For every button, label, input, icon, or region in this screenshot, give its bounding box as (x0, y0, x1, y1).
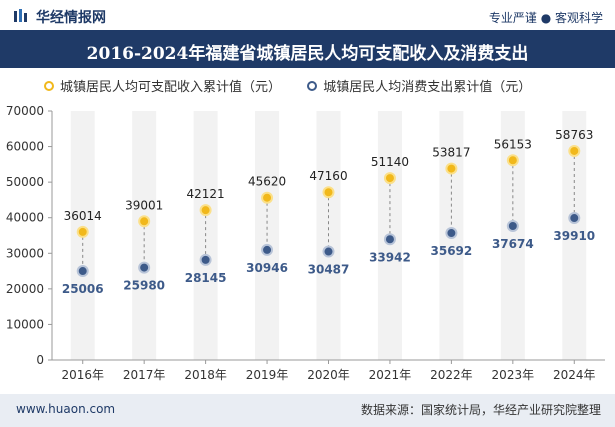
income-data-label: 36014 (64, 209, 102, 223)
title-bar (0, 30, 615, 68)
spending-data-label: 30946 (246, 261, 288, 275)
legend-spending-label: 城镇居民人均消费支出累计值（元） (323, 80, 532, 95)
footer-website[interactable]: www.huaon.com (16, 402, 116, 416)
income-data-label: 47160 (309, 169, 347, 183)
y-tick-label: 20000 (6, 282, 44, 296)
legend-income-marker (44, 80, 54, 91)
x-tick-label: 2024年 (553, 368, 596, 382)
income-data-label: 39001 (125, 198, 163, 212)
income-point (383, 172, 396, 185)
chart-area: 0 10000 20000 30000 40000 50000 60000 70000 2016… (6, 104, 605, 382)
income-point (322, 186, 335, 199)
spending-point (76, 265, 89, 278)
tagline: 专业严谨 ● 客观科学 (488, 11, 603, 25)
income-data-label: 51140 (371, 155, 409, 169)
spending-point (445, 227, 458, 240)
logo-icon (14, 9, 27, 22)
income-point (568, 144, 581, 157)
spending-data-label: 39910 (553, 229, 595, 243)
spending-data-label: 33942 (369, 250, 411, 264)
y-tick-label: 70000 (6, 104, 44, 118)
income-point (445, 162, 458, 175)
spending-data-label: 25006 (62, 282, 104, 296)
legend: 城镇居民人均可支配收入累计值（元） 城镇居民人均消费支出累计值（元） (44, 76, 531, 95)
legend-income-label: 城镇居民人均可支配收入累计值（元） (60, 80, 282, 95)
spending-point (138, 261, 151, 274)
spending-point (383, 233, 396, 246)
x-tick-label: 2023年 (492, 368, 535, 382)
brand-name: 华经情报网 (36, 10, 106, 26)
income-point (138, 215, 151, 228)
footer-source: 数据来源：国家统计局，华经产业研究院整理 (360, 403, 601, 417)
income-data-label: 53817 (432, 146, 470, 160)
spending-point (506, 219, 519, 232)
top-bar: 华经情报网 专业严谨 ● 客观科学 (0, 0, 615, 30)
income-point (76, 225, 89, 238)
y-tick-label: 10000 (6, 317, 44, 331)
x-tick-label: 2020年 (307, 368, 350, 382)
legend-spending-marker (307, 80, 318, 91)
footer (0, 394, 615, 427)
income-point (261, 191, 274, 204)
income-data-label: 42121 (187, 187, 225, 201)
spending-point (568, 212, 581, 225)
spending-point (322, 245, 335, 258)
x-tick-label: 2018年 (184, 368, 227, 382)
income-point (506, 154, 519, 167)
y-tick-label: 60000 (6, 140, 44, 154)
chart-title: 2016-2024年福建省城镇居民人均可支配收入及消费支出 (86, 44, 529, 64)
y-tick-label: 30000 (6, 246, 44, 260)
spending-data-label: 37674 (492, 237, 534, 251)
income-data-label: 58763 (555, 128, 593, 142)
spending-point (199, 253, 212, 266)
category-stripe (132, 111, 157, 360)
x-tick-label: 2021年 (369, 368, 412, 382)
income-data-label: 56153 (494, 137, 532, 151)
income-data-label: 45620 (248, 175, 286, 189)
spending-point (261, 243, 274, 256)
x-tick-label: 2016年 (61, 368, 104, 382)
spending-data-label: 28145 (185, 271, 227, 285)
y-tick-label: 40000 (6, 211, 44, 225)
spending-data-label: 35692 (431, 244, 473, 258)
income-point (199, 204, 212, 217)
x-tick-label: 2022年 (430, 368, 473, 382)
y-tick-label: 0 (36, 353, 44, 367)
spending-data-label: 25980 (123, 279, 165, 293)
spending-data-label: 30487 (308, 263, 350, 277)
y-tick-label: 50000 (6, 175, 44, 189)
x-tick-label: 2019年 (246, 368, 289, 382)
category-stripe (500, 111, 525, 360)
x-tick-label: 2017年 (123, 368, 166, 382)
